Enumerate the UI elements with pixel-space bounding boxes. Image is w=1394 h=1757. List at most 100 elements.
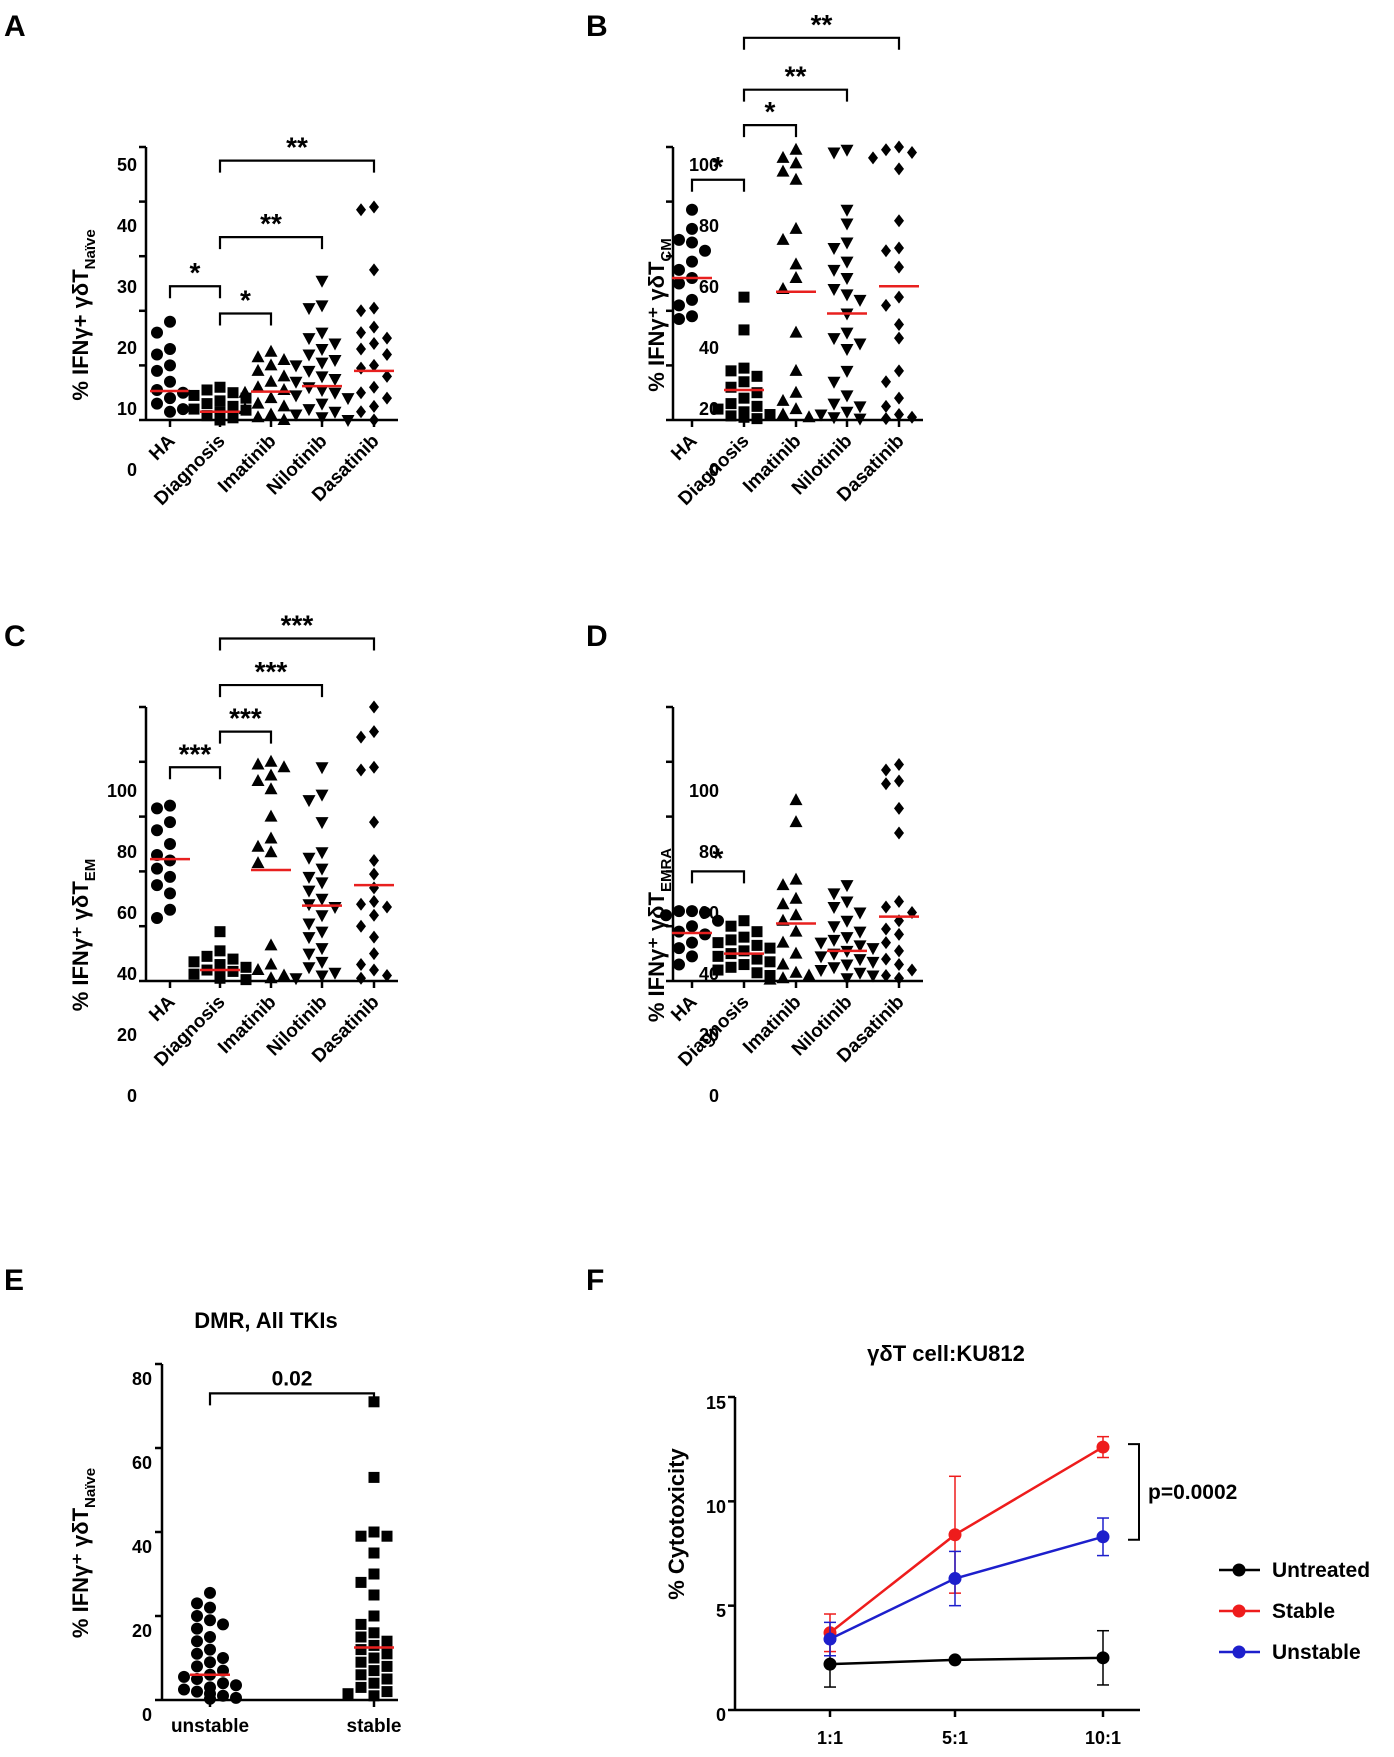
data-point <box>151 326 163 339</box>
data-point <box>328 967 342 980</box>
data-point <box>355 1669 367 1681</box>
data-point <box>214 926 226 938</box>
data-point <box>751 939 763 951</box>
data-point <box>356 971 366 985</box>
data-point <box>302 349 316 362</box>
data-point <box>823 1632 837 1646</box>
data-point <box>302 871 316 884</box>
data-point <box>776 971 790 984</box>
data-point <box>227 400 239 412</box>
panel-f-yticks: 0 5 10 15 <box>706 1393 726 1725</box>
data-point <box>814 965 828 978</box>
data-point <box>907 145 917 159</box>
data-point <box>866 956 880 969</box>
data-point <box>188 403 200 415</box>
panel-label-c: C <box>4 620 26 653</box>
data-point <box>840 959 854 972</box>
data-point <box>894 290 904 304</box>
data-point <box>776 232 790 245</box>
data-point <box>369 760 379 774</box>
data-point <box>881 375 891 389</box>
data-point <box>907 963 917 977</box>
data-point <box>289 409 303 422</box>
data-point <box>164 870 176 883</box>
data-point <box>840 256 854 269</box>
data-point <box>355 1631 367 1643</box>
data-point <box>277 399 291 412</box>
data-point <box>191 1635 203 1648</box>
data-point <box>178 1683 190 1696</box>
data-point <box>673 942 685 955</box>
significance-bracket <box>1128 1443 1140 1541</box>
data-point <box>840 327 854 340</box>
x-tick-label: 1:1 <box>817 1728 843 1748</box>
data-point <box>251 363 265 376</box>
data-point <box>381 1660 393 1672</box>
data-point <box>853 926 867 939</box>
data-point <box>738 915 750 927</box>
data-point <box>204 1631 216 1643</box>
data-point <box>277 352 291 365</box>
panel-a-yticks: 0 10 20 30 40 50 <box>117 155 137 480</box>
data-point <box>164 375 176 388</box>
data-point <box>289 360 303 373</box>
data-point <box>369 263 379 277</box>
data-point <box>164 392 176 405</box>
data-point <box>382 969 392 983</box>
significance-label: ** <box>286 132 308 163</box>
data-point <box>264 768 278 781</box>
data-point <box>191 1610 203 1622</box>
data-point <box>315 344 329 357</box>
data-point <box>289 973 303 986</box>
data-point <box>164 887 176 900</box>
data-point <box>151 879 163 892</box>
data-point <box>853 413 867 426</box>
data-point <box>382 331 392 345</box>
data-point <box>725 381 737 393</box>
data-point <box>188 956 200 968</box>
data-point <box>315 762 329 775</box>
data-point <box>738 392 750 404</box>
panel-c-ytick: 80 <box>117 842 137 862</box>
data-point <box>381 1673 393 1685</box>
panel-d-ytick: 0 <box>709 1086 719 1106</box>
panel-c-ytick: 40 <box>117 964 137 984</box>
data-point <box>686 936 698 949</box>
data-point <box>264 754 278 767</box>
category-label: HA <box>145 430 179 464</box>
data-point <box>355 1656 367 1668</box>
panel-label-f: F <box>586 1264 604 1297</box>
data-point <box>315 956 329 969</box>
data-point <box>686 222 698 235</box>
data-point <box>827 398 841 411</box>
data-point <box>776 407 790 420</box>
data-point <box>712 937 724 949</box>
data-point <box>686 905 698 918</box>
data-point <box>204 1692 216 1705</box>
significance-bracket <box>218 312 273 326</box>
data-point <box>686 950 698 963</box>
significance-bracket <box>168 766 222 780</box>
data-point <box>251 856 265 869</box>
data-point <box>277 968 291 981</box>
data-point <box>164 405 176 418</box>
data-point <box>264 938 278 951</box>
data-point <box>315 910 329 923</box>
data-point <box>789 221 803 234</box>
data-point <box>151 348 163 361</box>
panel-label-b: B <box>586 10 608 43</box>
panel-a-ylabel: % IFNγ+ γδTNaïve <box>68 229 99 400</box>
data-point <box>164 838 176 850</box>
data-point <box>881 143 891 157</box>
significance-bracket <box>742 36 901 50</box>
data-point <box>789 142 803 155</box>
panel-a-ylabel-main: % IFNγ+ γδT <box>68 269 93 401</box>
panel-b-ylabel-main: % IFNγ⁺ γδT <box>644 261 669 392</box>
data-point <box>827 243 841 256</box>
panel-c-ylabel-main: % IFNγ⁺ γδT <box>68 881 93 1012</box>
data-point <box>866 970 880 983</box>
legend: Untreated Stable Unstable <box>1219 1559 1370 1664</box>
data-point <box>302 333 316 346</box>
data-point <box>789 815 803 828</box>
